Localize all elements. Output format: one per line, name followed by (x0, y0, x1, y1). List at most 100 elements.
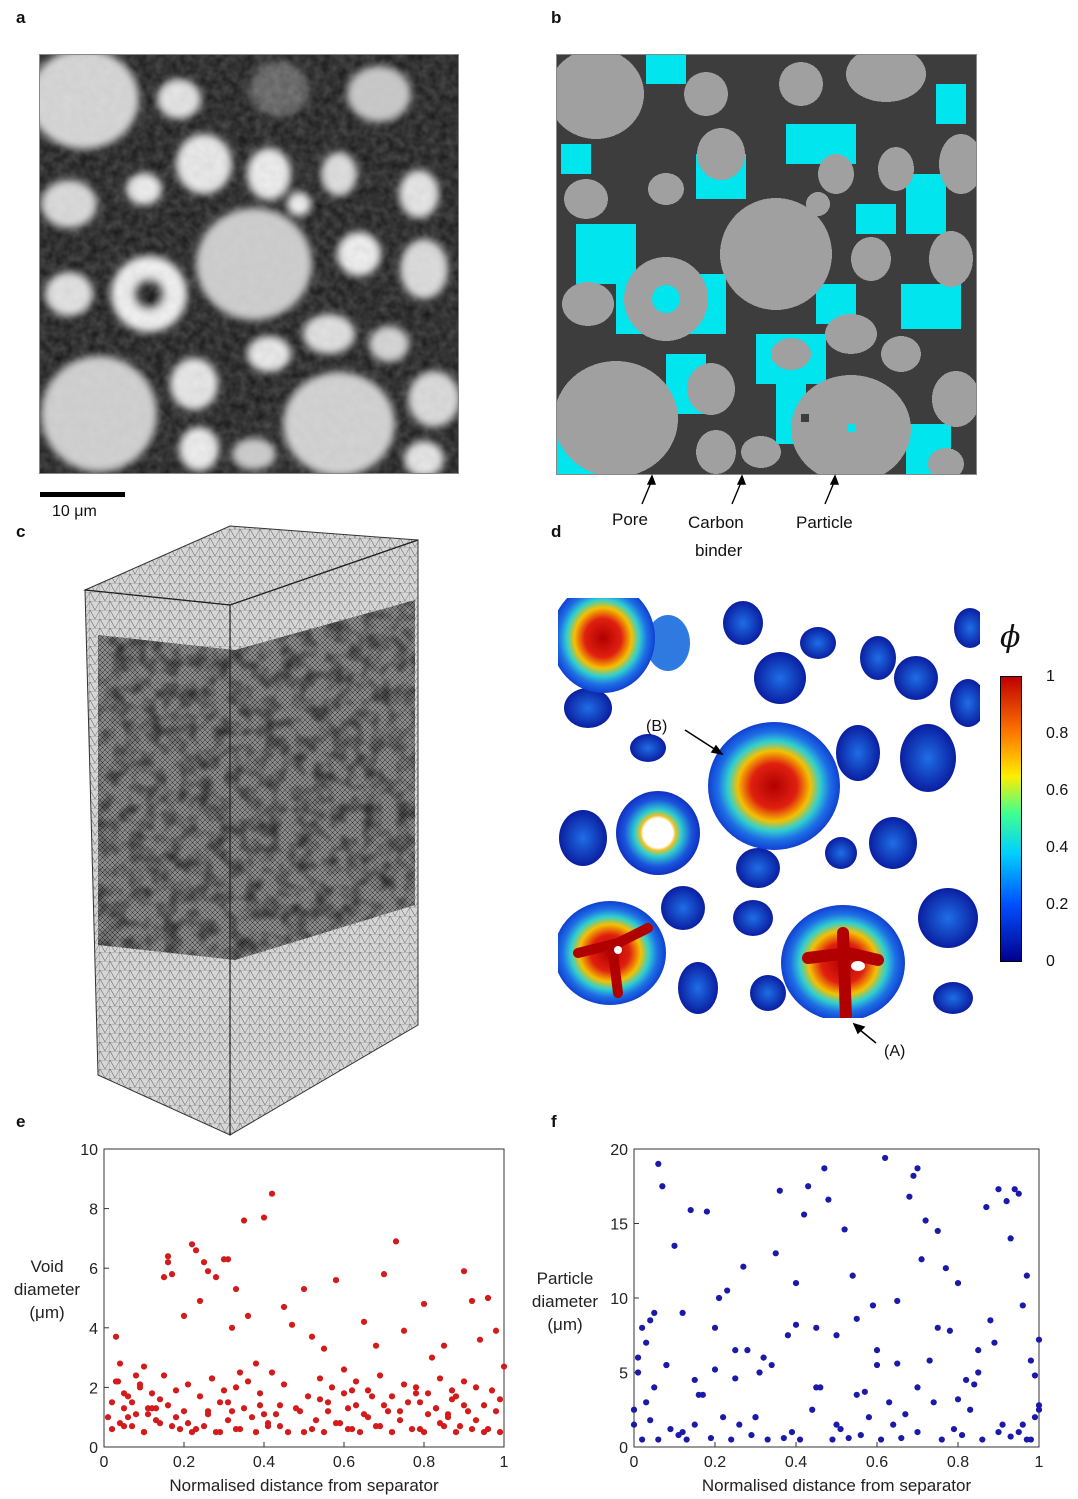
data-point (424, 1411, 432, 1418)
data-point (930, 1399, 937, 1406)
data-point (630, 1406, 638, 1413)
data-point (663, 1361, 670, 1369)
data-point (156, 1420, 164, 1427)
data-point (630, 1421, 638, 1428)
data-point (975, 1347, 982, 1354)
data-point (268, 1369, 276, 1376)
data-point (368, 1393, 376, 1400)
data-point (894, 1297, 901, 1305)
data-point (432, 1405, 440, 1412)
scale-bar-label: 10 μm (52, 503, 97, 520)
data-point (926, 1357, 933, 1364)
data-point (316, 1396, 324, 1403)
data-point (340, 1390, 348, 1397)
data-point (720, 1414, 727, 1421)
label-binder: binder (695, 541, 743, 560)
data-point (845, 1434, 852, 1442)
data-point (108, 1399, 116, 1406)
panel-label-c: c (16, 522, 26, 541)
data-point (224, 1256, 232, 1263)
y-tick-label: 15 (610, 1217, 628, 1234)
data-point (736, 1421, 743, 1428)
data-point (983, 1204, 990, 1211)
data-point (639, 1324, 646, 1331)
data-point (792, 1280, 800, 1287)
data-point (971, 1381, 978, 1388)
data-point (728, 1436, 735, 1443)
data-point (456, 1423, 464, 1430)
y-axis-label: diameter (532, 1292, 598, 1311)
data-point (748, 1431, 755, 1439)
data-point (116, 1360, 124, 1367)
segmentation-image (556, 54, 977, 475)
data-point (240, 1405, 248, 1412)
data-point (643, 1339, 650, 1346)
data-point (918, 1256, 925, 1263)
data-point (679, 1309, 686, 1316)
data-point (805, 1183, 812, 1190)
data-point (184, 1420, 192, 1427)
colorbar (1000, 676, 1022, 962)
data-point (392, 1238, 400, 1245)
data-point (468, 1297, 476, 1305)
data-point (764, 1436, 771, 1443)
data-point (132, 1372, 140, 1379)
data-point (288, 1321, 296, 1328)
data-point (967, 1406, 974, 1413)
data-point (324, 1399, 332, 1406)
data-point (796, 1436, 804, 1443)
colorbar-title: ϕ (1000, 620, 1021, 655)
data-point (252, 1360, 260, 1367)
x-tick-label: 0.4 (785, 1454, 807, 1471)
data-point (877, 1436, 885, 1443)
data-point (655, 1160, 662, 1167)
data-point (639, 1436, 646, 1443)
x-tick-label: 1 (500, 1454, 509, 1471)
data-point (1035, 1336, 1043, 1343)
data-point (643, 1399, 650, 1406)
data-point (192, 1247, 200, 1254)
data-point (148, 1390, 156, 1397)
x-tick-label: 0 (630, 1454, 639, 1471)
data-point (671, 1242, 678, 1249)
data-point (300, 1285, 308, 1293)
mesh-block (83, 525, 419, 1136)
data-point (232, 1285, 240, 1293)
data-point (364, 1387, 372, 1394)
y-tick-label: 2 (89, 1380, 98, 1397)
data-point (902, 1411, 909, 1418)
data-point (356, 1429, 364, 1436)
x-tick-label: 0.6 (866, 1454, 888, 1471)
data-point (841, 1226, 848, 1233)
label-particle: Particle (796, 513, 853, 532)
data-point (160, 1372, 168, 1379)
data-point (224, 1399, 232, 1406)
micrograph-image (39, 54, 459, 474)
data-point (236, 1369, 244, 1376)
data-point (260, 1411, 268, 1418)
y-tick-label: 4 (89, 1321, 98, 1338)
data-point (898, 1434, 905, 1442)
data-point (1023, 1272, 1030, 1279)
data-point (468, 1426, 476, 1433)
data-point (168, 1271, 176, 1278)
data-point (1003, 1198, 1010, 1205)
data-point (216, 1429, 224, 1436)
data-point (444, 1411, 452, 1418)
x-tick-label: 0.8 (947, 1454, 969, 1471)
data-point (634, 1369, 642, 1376)
data-point (724, 1287, 731, 1294)
data-point (476, 1336, 484, 1343)
data-point (687, 1206, 694, 1214)
data-point (894, 1360, 901, 1367)
y-tick-label: 8 (89, 1202, 98, 1219)
data-point (156, 1396, 164, 1403)
x-tick-label: 0.2 (173, 1454, 195, 1471)
data-point (488, 1387, 496, 1394)
data-point (196, 1393, 204, 1400)
data-point (440, 1423, 448, 1430)
data-point (914, 1165, 921, 1172)
data-point (946, 1327, 953, 1334)
y-axis-label: Particle (537, 1269, 594, 1288)
scale-bar (40, 492, 125, 497)
